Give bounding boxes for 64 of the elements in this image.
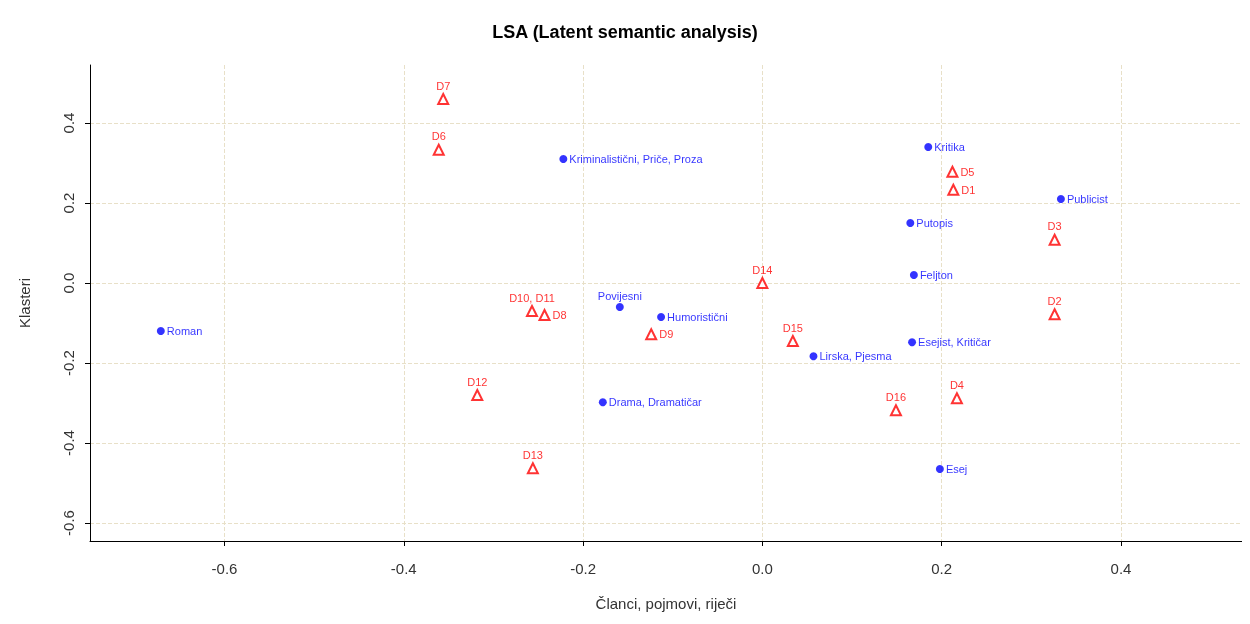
point [559, 155, 568, 163]
series-label: Roman [166, 325, 203, 337]
point [924, 143, 933, 151]
x-tick-label: -0.6 [211, 560, 238, 577]
y-tick-label: 0.0 [60, 272, 77, 294]
series-label: D1 [961, 183, 976, 196]
point [946, 165, 959, 178]
series-label: D6 [431, 130, 446, 143]
x-tick-label: 0.2 [931, 560, 953, 577]
point [950, 392, 963, 405]
point [598, 398, 607, 407]
series-label: D12 [467, 375, 488, 388]
series-label: D3 [1047, 220, 1062, 233]
x-tick-label: 0.4 [1110, 560, 1132, 577]
series-label: D14 [752, 263, 773, 276]
y-tick-label: 0.2 [60, 192, 77, 214]
point [615, 303, 624, 311]
series-label: D2 [1047, 294, 1062, 307]
series-label: Povijesni [597, 289, 642, 302]
series-label: Publicist [1066, 193, 1108, 205]
chart-title: LSA (Latent semantic analysis) [492, 22, 758, 42]
series-label: D13 [522, 448, 543, 461]
point [889, 404, 902, 417]
x-axis-title: Članci, pojmovi, riječi [595, 595, 737, 612]
y-tick-label: -0.2 [60, 350, 77, 376]
series-label: Kriminalistični, Priče, Proza [569, 153, 704, 165]
series-label: Kritika [934, 141, 966, 153]
series-label: D8 [552, 309, 567, 321]
series-label: Esej [945, 463, 968, 475]
point [1048, 233, 1061, 246]
series-label: D10, D11 [509, 291, 555, 304]
y-tick-label: -0.6 [60, 510, 77, 536]
series-label: D16 [885, 390, 907, 403]
series-label: D15 [782, 321, 803, 334]
x-tick-label: -0.4 [390, 560, 417, 577]
series-label: Esejist, Kritičar [918, 336, 992, 349]
series-label: D5 [960, 165, 975, 178]
series-label: D7 [436, 79, 451, 92]
point [909, 271, 918, 279]
point [906, 219, 915, 227]
point [935, 465, 944, 473]
point [657, 313, 666, 321]
point [1048, 308, 1061, 321]
point [908, 338, 917, 347]
point [156, 327, 165, 335]
x-tick-label: 0.0 [751, 560, 773, 577]
y-tick-label: -0.4 [60, 430, 77, 456]
series-label: Humoristični [667, 311, 728, 323]
series-label: Lirska, Pjesma [819, 350, 893, 363]
series-label: D9 [659, 328, 674, 341]
y-tick-label: 0.4 [60, 112, 77, 134]
point [526, 462, 539, 475]
point [809, 352, 818, 361]
series-label: Feljton [919, 269, 953, 281]
series-label: Drama, Dramatičar [608, 396, 703, 409]
series-label: D4 [949, 378, 964, 391]
series-label: Putopis [916, 217, 954, 229]
point [525, 305, 538, 317]
point [947, 183, 960, 196]
point [645, 328, 658, 341]
point [432, 143, 445, 156]
y-axis-title: Klasteri [16, 277, 33, 329]
point [1056, 195, 1065, 203]
x-tick-label: -0.2 [570, 560, 596, 577]
